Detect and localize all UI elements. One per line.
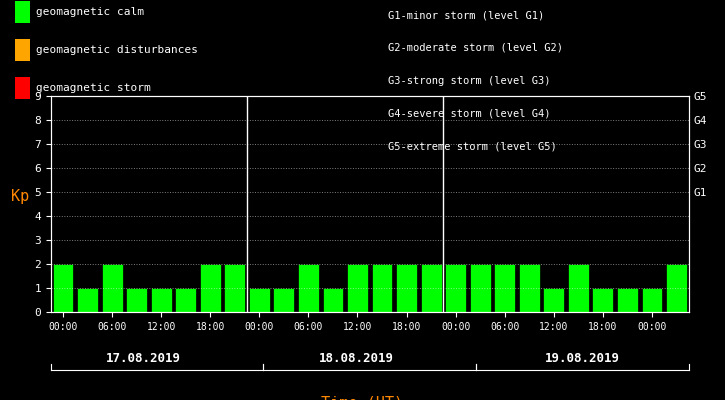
Text: G2-moderate storm (level G2): G2-moderate storm (level G2)	[388, 43, 563, 53]
Text: Time (UT): Time (UT)	[321, 396, 404, 400]
Bar	[445, 264, 466, 312]
Bar	[470, 264, 491, 312]
Bar	[519, 264, 539, 312]
Bar	[249, 288, 270, 312]
Bar	[273, 288, 294, 312]
Text: G5-extreme storm (level G5): G5-extreme storm (level G5)	[388, 141, 557, 151]
Bar	[175, 288, 196, 312]
Bar	[543, 288, 564, 312]
Text: 17.08.2019: 17.08.2019	[107, 352, 181, 365]
Text: geomagnetic storm: geomagnetic storm	[36, 83, 151, 93]
Bar	[151, 288, 172, 312]
Bar	[420, 264, 442, 312]
Bar	[396, 264, 417, 312]
Bar	[200, 264, 220, 312]
Bar	[323, 288, 344, 312]
Bar	[298, 264, 319, 312]
Text: geomagnetic calm: geomagnetic calm	[36, 7, 144, 17]
Bar	[347, 264, 368, 312]
Bar	[617, 288, 638, 312]
Bar	[642, 288, 663, 312]
Bar	[224, 264, 245, 312]
Text: geomagnetic disturbances: geomagnetic disturbances	[36, 45, 198, 55]
Bar	[592, 288, 613, 312]
Bar	[53, 264, 73, 312]
Text: G1-minor storm (level G1): G1-minor storm (level G1)	[388, 10, 544, 20]
Text: 19.08.2019: 19.08.2019	[545, 352, 620, 365]
Bar	[666, 264, 687, 312]
Bar	[126, 288, 147, 312]
Text: G4-severe storm (level G4): G4-severe storm (level G4)	[388, 108, 550, 118]
Bar	[372, 264, 392, 312]
Bar	[494, 264, 515, 312]
Text: G3-strong storm (level G3): G3-strong storm (level G3)	[388, 76, 550, 86]
Text: 18.08.2019: 18.08.2019	[319, 352, 394, 365]
Bar	[568, 264, 589, 312]
Y-axis label: Kp: Kp	[12, 189, 30, 204]
Bar	[77, 288, 98, 312]
Bar	[102, 264, 123, 312]
